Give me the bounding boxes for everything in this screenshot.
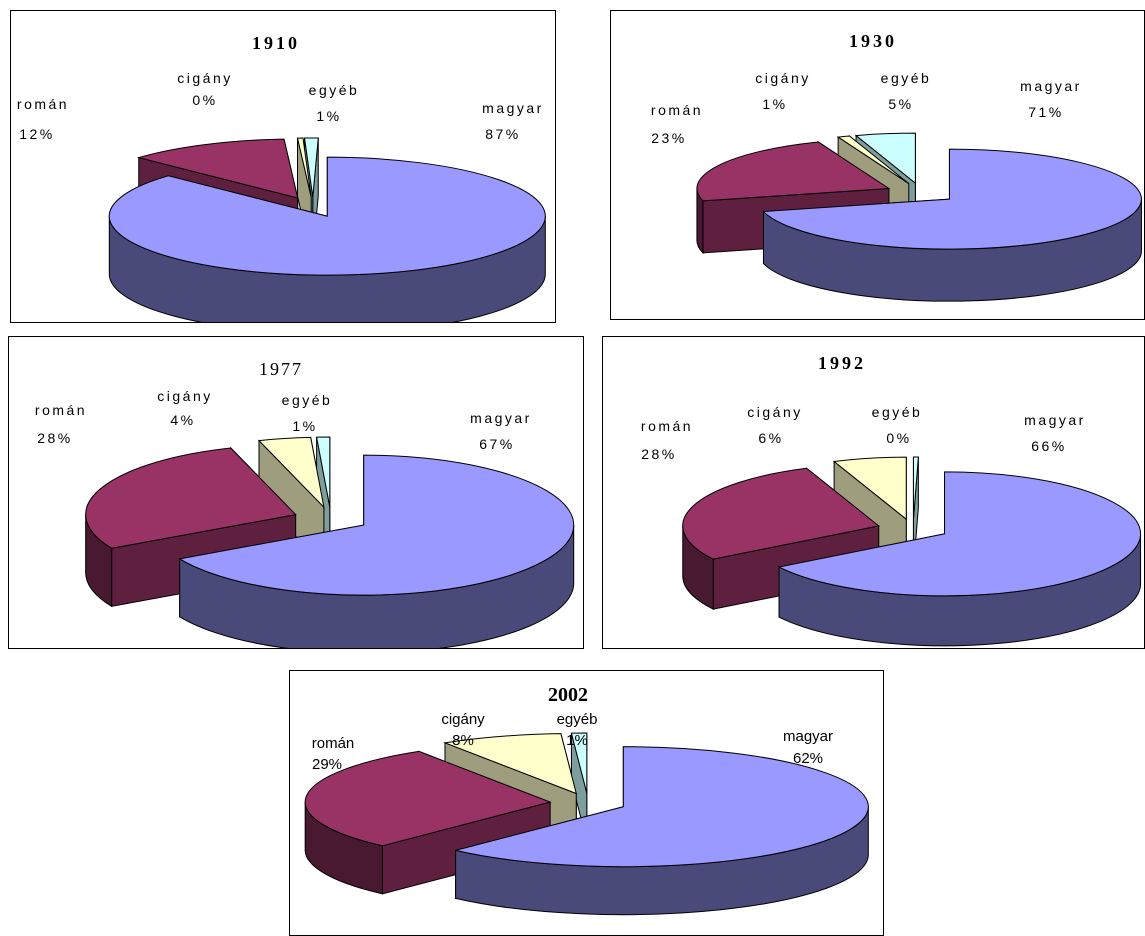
label-magyar-value: 62%: [793, 750, 823, 767]
pie-svg-1930: 1930 román 23% cigány 1% egyéb 5% magyar…: [651, 31, 1142, 302]
label-magyar-name: magyar: [783, 728, 833, 745]
pie-chart-2002: 2002 román 29% cigány 8% egyéb 1% magyar…: [289, 670, 884, 936]
label-egyeb-value: 1%: [566, 732, 588, 749]
chart-title: 1910: [252, 33, 300, 53]
label-magyar-name: magyar: [482, 100, 544, 116]
label-cigany-name: cigány: [755, 70, 810, 86]
slice-roman-top: [304, 750, 552, 847]
label-magyar-value: 71%: [1028, 104, 1064, 120]
label-egyeb-name: egyéb: [309, 82, 360, 98]
label-cigany-name: cigány: [441, 711, 485, 728]
label-egyeb-value: 5%: [888, 96, 913, 112]
chart-title: 1930: [849, 31, 897, 51]
slice-magyar-top: [455, 746, 869, 868]
label-egyeb-value: 1%: [292, 418, 317, 434]
pie-chart-1930: 1930 román 23% cigány 1% egyéb 5% magyar…: [610, 10, 1145, 320]
label-cigany-value: 4%: [170, 412, 195, 428]
pie-svg-2002: 2002 román 29% cigány 8% egyéb 1% magyar…: [304, 684, 869, 916]
pie-chart-1910: 1910 román 12% cigány 0% egyéb 1% magyar…: [10, 10, 556, 323]
slice-cigany-top: [257, 436, 325, 509]
label-egyeb-name: egyéb: [872, 404, 923, 420]
slice-egyeb-top: [316, 436, 331, 508]
label-egyeb-value: 1%: [316, 108, 341, 124]
slice-roman-top: [696, 141, 891, 202]
pie-chart-1977: 1977 román 28% cigány 4% egyéb 1% magyar…: [8, 336, 584, 649]
slice-roman-top: [85, 447, 297, 549]
label-egyeb-name: egyéb: [282, 392, 333, 408]
label-roman-name: román: [17, 96, 69, 112]
label-roman-value: 29%: [312, 756, 342, 773]
label-roman-value: 28%: [37, 430, 73, 446]
pie-svg-1992: 1992 román 28% cigány 6% egyéb 0% magyar…: [641, 353, 1142, 647]
chart-title: 2002: [548, 684, 588, 706]
chart-title: 1992: [818, 353, 866, 373]
pie-svg-1910: 1910 román 12% cigány 0% egyéb 1% magyar…: [17, 33, 546, 322]
slice-magyar-top: [762, 148, 1142, 250]
label-cigany-name: cigány: [157, 388, 212, 404]
slice-cigany-top: [443, 733, 577, 795]
label-cigany-name: cigány: [177, 70, 232, 86]
label-magyar-name: magyar: [1020, 78, 1082, 94]
pie-chart-1992: 1992 román 28% cigány 6% egyéb 0% magyar…: [602, 336, 1145, 649]
label-roman-value: 28%: [641, 446, 677, 462]
label-cigany-value: 1%: [762, 96, 787, 112]
label-roman-name: román: [35, 402, 87, 418]
label-egyeb-value: 0%: [886, 430, 911, 446]
slice-roman-top: [136, 138, 299, 199]
chart-title: 1977: [259, 359, 303, 379]
slice-magyar-top: [777, 471, 1141, 597]
label-roman-name: román: [312, 735, 355, 752]
label-cigany-name: cigány: [747, 404, 802, 420]
label-egyeb-name: egyéb: [557, 711, 598, 728]
label-magyar-value: 67%: [479, 436, 515, 452]
label-cigany-value: 0%: [192, 92, 217, 108]
slice-cigany-top: [836, 135, 910, 185]
label-cigany-value: 6%: [758, 430, 783, 446]
slice-egyeb-top: [570, 732, 588, 794]
label-magyar-name: magyar: [470, 410, 532, 426]
label-egyeb-name: egyéb: [881, 70, 932, 86]
slice-cigany-top: [296, 137, 312, 198]
label-roman-value: 12%: [19, 126, 55, 142]
pie-svg-1977: 1977 román 28% cigány 4% egyéb 1% magyar…: [35, 359, 575, 648]
slice-cigany-top: [832, 456, 907, 521]
label-magyar-value: 87%: [485, 126, 521, 142]
slice-egyeb-top: [912, 456, 919, 520]
label-roman-value: 23%: [651, 130, 687, 146]
label-magyar-value: 66%: [1031, 438, 1067, 454]
label-roman-name: román: [651, 102, 703, 118]
slice-magyar-top: [108, 156, 546, 276]
slice-egyeb-top: [303, 137, 319, 198]
slice-magyar-top: [178, 454, 575, 596]
slice-roman-top: [682, 467, 880, 560]
label-cigany-value: 8%: [452, 732, 474, 749]
slice-egyeb-top: [854, 132, 916, 185]
label-magyar-name: magyar: [1024, 412, 1086, 428]
label-roman-name: román: [641, 418, 693, 434]
